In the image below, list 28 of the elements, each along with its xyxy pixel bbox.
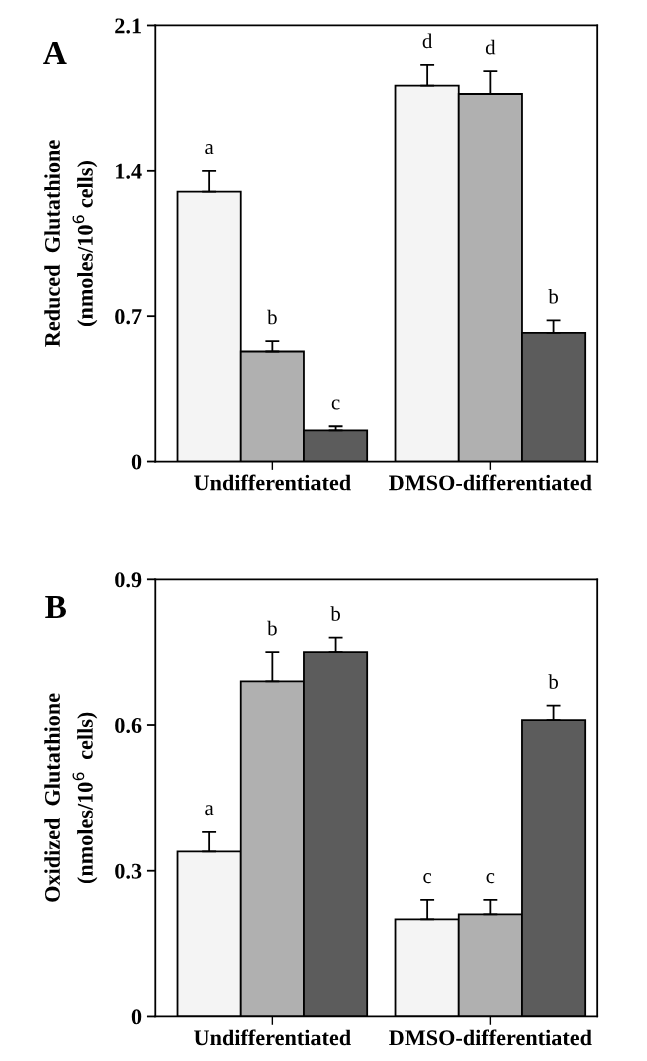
- y-tick-label: 0.7: [115, 309, 142, 325]
- x-tick-label: Undifferentiated: [194, 474, 351, 491]
- annotation: b: [330, 606, 340, 621]
- y-tick-label: 0: [131, 454, 142, 470]
- y-tick-label: 0.6: [115, 717, 142, 734]
- annotation: b: [267, 309, 277, 325]
- annotation: a: [205, 144, 214, 155]
- annotation: d: [422, 33, 433, 49]
- y-axis-title: Oxidized Glutathione (nmoles/10$^{6}$ cells): [44, 693, 98, 902]
- annotation: b: [548, 288, 558, 304]
- y-axis-title: Reduced Glutathione (nmoles/10$^{6}$ cells): [44, 140, 98, 347]
- annotation: c: [331, 399, 340, 410]
- y-tick-label: 0.3: [115, 863, 142, 879]
- y-tick-label: 2.1: [115, 18, 141, 34]
- annotation: b: [548, 674, 558, 689]
- chart-title: B: [45, 596, 66, 619]
- annotation: d: [485, 39, 496, 55]
- x-tick-label: DMSO-differentiated: [389, 1029, 592, 1046]
- y-tick-label: 0: [131, 1009, 142, 1025]
- annotation: a: [205, 805, 214, 816]
- x-tick-label: Undifferentiated: [194, 1029, 351, 1046]
- annotation: c: [423, 873, 432, 884]
- annotation: c: [486, 873, 495, 884]
- y-tick-label: 0.9: [115, 572, 142, 588]
- chart-title: A: [43, 42, 67, 64]
- y-tick-label: 1.4: [116, 163, 142, 179]
- x-tick-label: DMSO-differentiated: [389, 474, 592, 491]
- annotation: b: [267, 620, 277, 636]
